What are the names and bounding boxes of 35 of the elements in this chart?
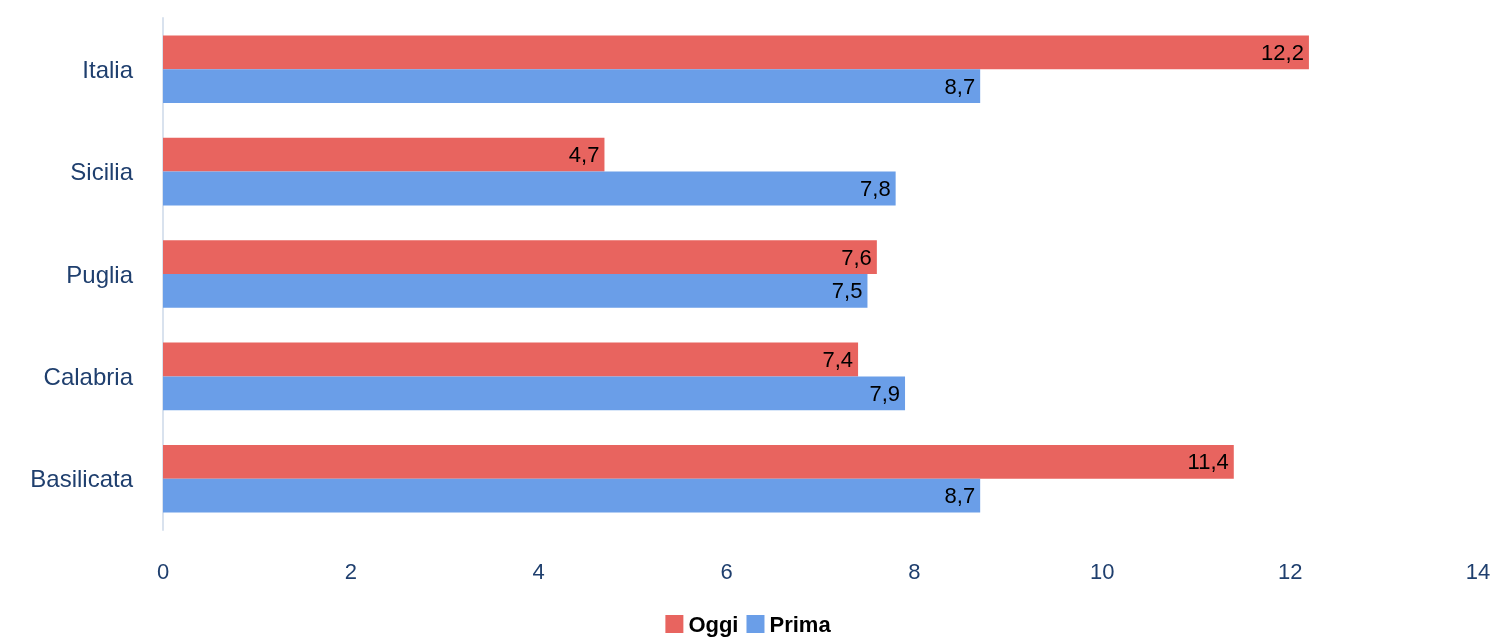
bar <box>163 171 896 206</box>
bar <box>163 478 981 513</box>
y-tick-label: Basilicata <box>30 465 134 493</box>
data-label: 7,5 <box>831 278 863 304</box>
data-label: 12,2 <box>1261 39 1304 65</box>
y-tick-label: Calabria <box>43 362 134 390</box>
bar <box>163 240 877 274</box>
legend-label: Oggi <box>688 611 739 637</box>
x-tick-label: 14 <box>1465 558 1491 584</box>
data-label: 4,7 <box>568 142 600 168</box>
bar <box>163 69 981 103</box>
y-tick-label: Italia <box>82 55 134 83</box>
bar <box>163 342 859 377</box>
bar <box>163 137 605 172</box>
x-tick-label: 0 <box>156 558 170 584</box>
data-label: 7,6 <box>841 244 872 270</box>
data-label: 7,4 <box>822 347 854 372</box>
bar <box>163 274 868 308</box>
bar <box>163 376 906 411</box>
legend-label: Prima <box>769 611 832 637</box>
bar <box>163 445 1234 479</box>
x-tick-label: 4 <box>532 558 545 584</box>
data-label: 8,7 <box>944 73 976 99</box>
y-tick-label: Sicilia <box>70 158 134 186</box>
x-tick-label: 6 <box>720 558 733 584</box>
x-tick-label: 8 <box>908 558 921 584</box>
bar <box>163 35 1309 70</box>
data-label: 11,4 <box>1187 449 1229 475</box>
data-label: 8,7 <box>944 483 976 509</box>
x-tick-label: 10 <box>1090 558 1115 584</box>
data-label: 7,9 <box>869 380 901 406</box>
x-tick-label: 2 <box>344 558 357 584</box>
data-label: 7,8 <box>860 176 891 201</box>
y-tick-label: Puglia <box>66 260 134 288</box>
x-tick-label: 12 <box>1277 558 1303 584</box>
